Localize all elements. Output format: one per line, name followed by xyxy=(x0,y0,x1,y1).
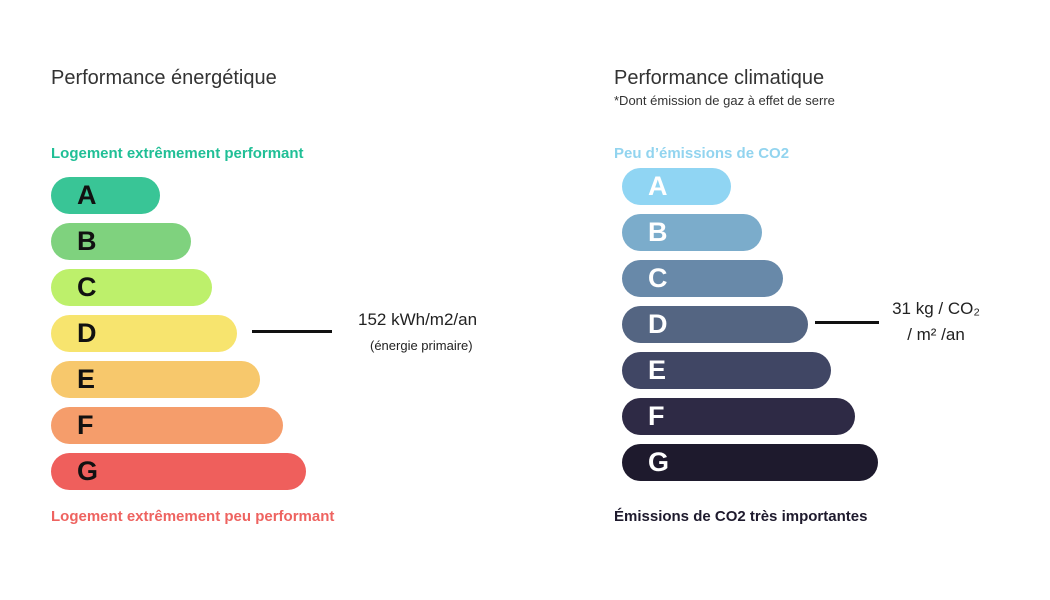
climate-performance-panel: Performance climatique *Dont émission de… xyxy=(560,0,1050,600)
energy-performance-panel: Performance énergétique Logement extrême… xyxy=(51,67,478,525)
energy-top-label: Logement extrêmement performant xyxy=(51,145,304,162)
climate-bar-c: C xyxy=(622,260,783,297)
climate-bar-e: E xyxy=(622,352,831,389)
energy-bar-letter: B xyxy=(77,226,97,256)
climate-bar-letter: D xyxy=(648,309,668,339)
climate-bottom-label: Émissions de CO2 très importantes xyxy=(614,508,868,525)
energy-bar-letter: D xyxy=(77,318,97,348)
energy-value-note: (énergie primaire) xyxy=(370,338,473,353)
energy-bottom-label: Logement extrêmement peu performant xyxy=(51,508,335,525)
energy-bar-letter: E xyxy=(77,364,96,394)
climate-bar-g: G xyxy=(622,444,878,481)
energy-bar-letter: A xyxy=(77,180,97,210)
climate-value-line2: / m² /an xyxy=(907,325,965,344)
climate-pointer-line xyxy=(815,321,879,324)
energy-bar-a: A xyxy=(51,177,160,214)
energy-bar-letter: C xyxy=(77,272,97,302)
climate-bar-letter: G xyxy=(648,447,670,477)
energy-bar-c: C xyxy=(51,269,212,306)
climate-bar-a: A xyxy=(622,168,731,205)
climate-bar-letter: F xyxy=(648,401,665,431)
climate-bar-b: B xyxy=(622,214,762,251)
climate-value-line1: 31 kg / CO₂ xyxy=(892,299,980,318)
energy-title: Performance énergétique xyxy=(51,67,277,89)
energy-bar-d: D xyxy=(51,315,237,352)
climate-top-label: Peu d’émissions de CO2 xyxy=(614,145,790,162)
energy-pointer-line xyxy=(252,330,332,333)
energy-bar-letter: F xyxy=(77,410,94,440)
energy-bar-g: G xyxy=(51,453,306,490)
energy-bar-b: B xyxy=(51,223,191,260)
climate-bar-letter: C xyxy=(648,263,668,293)
climate-bar-f: F xyxy=(622,398,855,435)
energy-bar-e: E xyxy=(51,361,260,398)
energy-value: 152 kWh/m2/an xyxy=(358,310,478,329)
climate-bar-letter: A xyxy=(648,171,668,201)
energy-bar-f: F xyxy=(51,407,283,444)
climate-bar-letter: B xyxy=(648,217,668,247)
climate-subtitle: *Dont émission de gaz à effet de serre xyxy=(614,93,835,108)
climate-title: Performance climatique xyxy=(614,67,825,89)
climate-bar-letter: E xyxy=(648,355,667,385)
climate-bar-d: D xyxy=(622,306,808,343)
energy-bar-letter: G xyxy=(77,456,99,486)
